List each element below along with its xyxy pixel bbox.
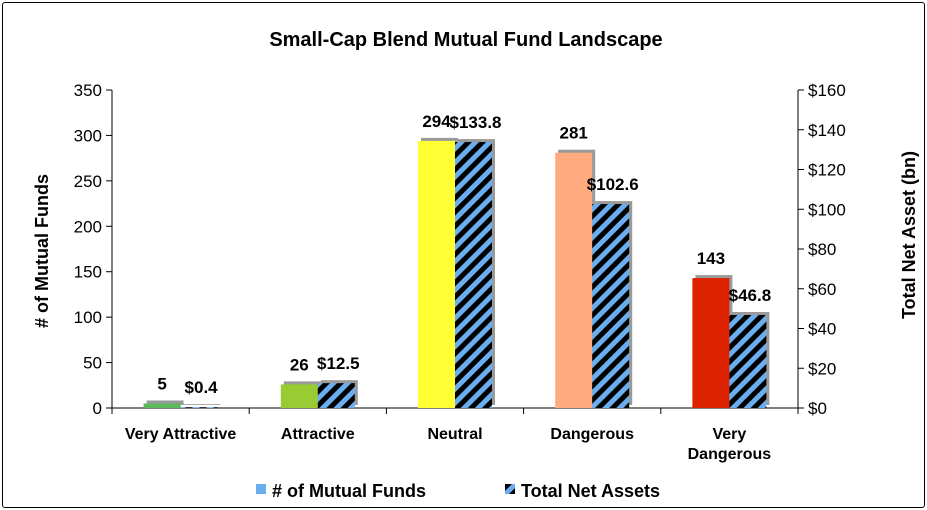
y2-tick-label: $100 <box>808 200 846 219</box>
data-label-net-assets: $12.5 <box>317 354 360 373</box>
category-label: Very Attractive <box>125 426 237 443</box>
category-label: Attractive <box>281 426 355 443</box>
y-tick-label: 0 <box>93 399 102 418</box>
bar-shadow <box>183 404 221 405</box>
y-tick-label: 50 <box>83 354 102 373</box>
bar-mutual-funds <box>418 140 455 408</box>
category-label: Very <box>712 426 746 443</box>
legend-label-net-assets: Total Net Assets <box>521 481 660 501</box>
legend-swatch-net-assets <box>505 484 515 494</box>
data-label-mutual-funds: 143 <box>697 249 725 268</box>
y2-axis-title: Total Net Asset (bn) <box>899 151 919 319</box>
bar-mutual-funds <box>555 152 593 408</box>
y2-tick-label: $60 <box>808 280 836 299</box>
bar-chart: Small-Cap Blend Mutual Fund Landscape # … <box>32 29 919 501</box>
y2-tick-label: $40 <box>808 320 836 339</box>
data-label-net-assets: $46.8 <box>729 286 772 305</box>
bar-mutual-funds <box>143 403 181 408</box>
category-label: Neutral <box>427 426 482 443</box>
legend-label-mutual-funds: # of Mutual Funds <box>272 481 426 501</box>
bar-net-assets <box>729 314 767 408</box>
y-tick-label: 300 <box>74 126 102 145</box>
y-tick-label: 150 <box>74 263 102 282</box>
y2-tick-label: $120 <box>808 161 846 180</box>
bar-mutual-funds <box>692 278 730 408</box>
legend: # of Mutual Funds Total Net Assets <box>256 481 660 501</box>
y-axis-title: # of Mutual Funds <box>32 174 52 328</box>
category-label: Dangerous <box>550 426 634 443</box>
y2-tick-label: $80 <box>808 240 836 259</box>
y2-tick-label: $140 <box>808 121 846 140</box>
bar-net-assets <box>317 383 355 408</box>
data-label-net-assets: $102.6 <box>587 175 639 194</box>
y-tick-label: 200 <box>74 217 102 236</box>
y2-tick-label: $160 <box>808 81 846 100</box>
data-label-mutual-funds: 281 <box>560 124 588 143</box>
bar-net-assets <box>180 407 218 408</box>
y2-tick-label: $20 <box>808 359 836 378</box>
bar-shadow <box>146 400 184 405</box>
data-label-mutual-funds: 26 <box>290 355 309 374</box>
y-tick-label: 350 <box>74 81 102 100</box>
plot-area: 0 50 100 150 200 250 300 350 $0 $20 $40 $60 $80 $100 $… <box>74 81 846 463</box>
data-label-net-assets: $133.8 <box>450 113 502 132</box>
data-label-net-assets: $0.4 <box>185 378 219 397</box>
y-tick-label: 250 <box>74 172 102 191</box>
bar-net-assets <box>455 142 492 408</box>
bar-mutual-funds <box>280 384 318 408</box>
category-label: Dangerous <box>688 446 772 463</box>
bar-net-assets <box>592 204 630 408</box>
y-tick-label: 100 <box>74 308 102 327</box>
data-label-mutual-funds: 294 <box>422 112 451 131</box>
legend-swatch-mutual-funds <box>256 484 266 494</box>
chart-title: Small-Cap Blend Mutual Fund Landscape <box>269 29 662 51</box>
data-label-mutual-funds: 5 <box>157 374 166 393</box>
y2-tick-label: $0 <box>808 399 827 418</box>
